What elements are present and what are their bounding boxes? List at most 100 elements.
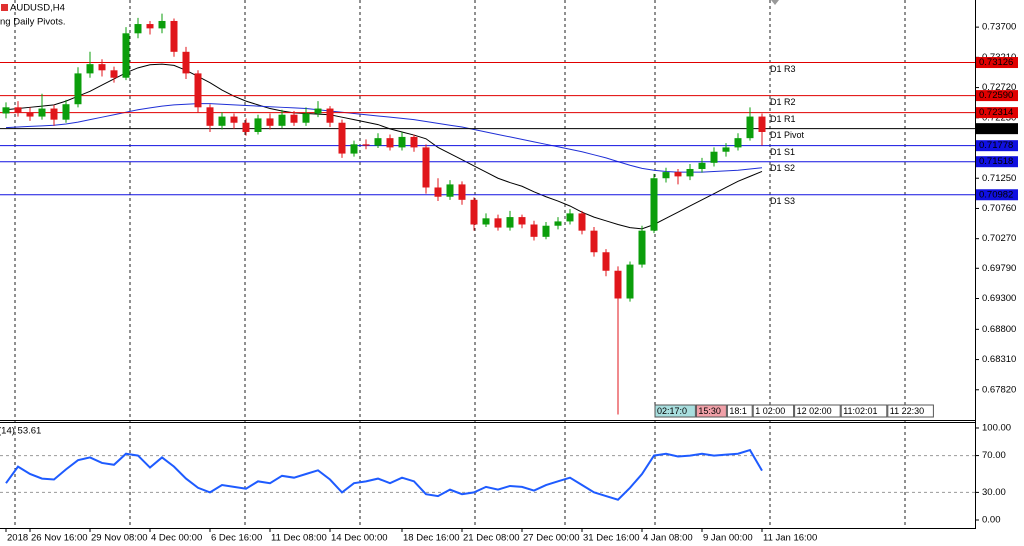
candle-body — [482, 218, 490, 225]
candle-body — [746, 116, 754, 139]
indicator-name: ng Daily Pivots. — [0, 17, 65, 28]
x-tick-label: 14 Dec 00:00 — [331, 533, 388, 544]
candle-body — [50, 108, 58, 120]
candle-body — [578, 213, 586, 231]
x-tick-label: 26 Nov 16:00 — [31, 533, 88, 544]
pivot-label: D1 Pivot — [770, 130, 805, 140]
candle-body — [62, 104, 70, 120]
time-grid — [14, 0, 906, 528]
candle-body — [170, 20, 178, 52]
y-tick-label: 0.71250 — [982, 173, 1016, 184]
candle-body — [758, 116, 766, 132]
y-tick-label: 30.00 — [982, 487, 1006, 498]
candle-body — [326, 108, 334, 123]
price-label: 0.73126 — [979, 57, 1013, 68]
candle-body — [590, 230, 598, 253]
candle-body — [650, 178, 658, 231]
x-tick-label: 11 Dec 08:00 — [271, 533, 327, 544]
session-label: 1 02:00 — [755, 406, 785, 416]
candle-body — [710, 151, 718, 163]
x-tick-label: 27 Dec 00:00 — [523, 533, 580, 544]
y-tick-label: 70.00 — [982, 450, 1006, 461]
rsi-title: (14) 53.61 — [0, 426, 41, 437]
session-label: 11:02:01 — [843, 406, 877, 416]
price-label: 0.72054 — [979, 123, 1013, 134]
candle-body — [302, 113, 310, 123]
y-tick-label: 0.70270 — [982, 233, 1016, 244]
price-box — [976, 57, 1018, 69]
candle-body — [230, 116, 238, 123]
price-label: 0.71778 — [979, 140, 1013, 151]
candle-body — [662, 172, 670, 179]
session-box — [654, 404, 696, 418]
pivot-label: D1 S3 — [770, 196, 795, 206]
symbol-icon — [1, 4, 8, 11]
price-label: 0.70982 — [979, 189, 1013, 200]
y-tick-label: 0.68310 — [982, 354, 1016, 365]
candle-body — [38, 108, 46, 117]
price-box — [976, 189, 1018, 201]
candle-body — [86, 64, 94, 74]
chart-title: AUDUSD,H4 — [10, 3, 65, 14]
price-box — [976, 123, 1018, 135]
candle-body — [386, 138, 394, 148]
candle-body — [446, 184, 454, 197]
candle-body — [542, 225, 550, 237]
x-tick-label: 18 Dec 16:00 — [403, 533, 460, 544]
candle-body — [290, 114, 298, 123]
y-tick-label: 0.70760 — [982, 203, 1016, 214]
candle-body — [374, 138, 382, 146]
y-tick-label: 0.69300 — [982, 293, 1016, 304]
candle-body — [422, 147, 430, 188]
session-label: 02:17:0 — [657, 406, 687, 416]
pivot-label: D1 R2 — [770, 97, 796, 107]
candle-body — [518, 217, 526, 225]
pivot-label: D1 R3 — [770, 64, 796, 74]
x-tick-label: 29 Nov 08:00 — [91, 533, 148, 544]
y-tick-label: 0.67820 — [982, 384, 1016, 395]
session-box — [695, 404, 727, 418]
candle-body — [182, 51, 190, 74]
pivot-label: D1 S1 — [770, 147, 795, 157]
rsi-line — [5, 448, 763, 501]
x-tick-label: 4 Jan 08:00 — [643, 533, 693, 544]
candle-body — [338, 122, 346, 154]
pivot-label: D1 S2 — [770, 163, 795, 173]
session-box — [726, 404, 753, 418]
candle-body — [434, 187, 442, 197]
session-label: 15:30 — [698, 406, 721, 416]
pivot-label: D1 R1 — [770, 114, 796, 124]
candle-body — [134, 24, 142, 34]
candle-body — [194, 73, 202, 108]
y-tick-label: 0.00 — [982, 515, 1001, 526]
session-box — [752, 404, 795, 418]
session-label: 18:1 — [729, 406, 747, 416]
candle-body — [674, 172, 682, 177]
candle-body — [14, 107, 22, 113]
candle-body — [566, 213, 574, 222]
moving-average — [5, 63, 763, 230]
y-tick-label: 0.69790 — [982, 263, 1016, 274]
candle-body — [266, 118, 274, 126]
y-tick-label: 0.68800 — [982, 324, 1016, 335]
candle-body — [26, 112, 34, 117]
session-label: 11 22:30 — [890, 406, 924, 416]
candle-body — [206, 107, 214, 126]
price-label: 0.72314 — [979, 107, 1013, 118]
candle-body — [122, 33, 130, 78]
x-tick-label: 9 Jan 00:00 — [703, 533, 753, 544]
candle-body — [350, 144, 358, 154]
x-tick-label: 11 Jan 16:00 — [763, 533, 817, 544]
candle-body — [254, 118, 262, 132]
candle-body — [98, 64, 106, 71]
candle-body — [554, 221, 562, 226]
x-tick-label: 21 Dec 08:00 — [463, 533, 520, 544]
x-tick-label: 2018 — [7, 533, 28, 544]
price-label: 0.71518 — [979, 156, 1013, 167]
candle-body — [626, 264, 634, 299]
candle-body — [110, 70, 118, 78]
price-box — [976, 140, 1018, 152]
candle-body — [506, 217, 514, 228]
candle-body — [398, 136, 406, 148]
candle-body — [2, 107, 10, 114]
